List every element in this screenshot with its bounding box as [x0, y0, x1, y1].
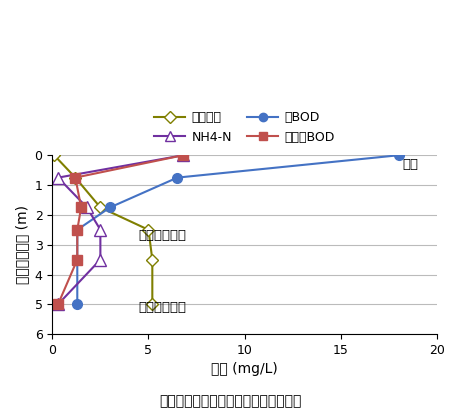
溶存酸素: [149, 257, 155, 262]
Text: 図２　装置流下方向における水質変化: 図２ 装置流下方向における水質変化: [158, 394, 301, 408]
NH4-N: [55, 302, 61, 307]
NH4-N: [55, 175, 61, 180]
全BOD: [174, 175, 180, 180]
溶存酸素: [149, 302, 155, 307]
Line: NH4-N: NH4-N: [52, 150, 188, 310]
全BOD: [74, 257, 80, 262]
Line: 溶解性BOD: 溶解性BOD: [53, 150, 188, 309]
Legend: 溶存酸素, NH4-N, 全BOD, 溶解性BOD: 溶存酸素, NH4-N, 全BOD, 溶解性BOD: [154, 111, 334, 144]
溶解性BOD: [73, 175, 78, 180]
Text: 一基目処理水: 一基目処理水: [139, 229, 186, 242]
NH4-N: [97, 257, 103, 262]
NH4-N: [97, 227, 103, 232]
溶解性BOD: [55, 302, 61, 307]
Y-axis label: 排水の流下長 (m): 排水の流下長 (m): [15, 205, 29, 284]
全BOD: [107, 205, 112, 210]
溶存酸素: [51, 153, 57, 158]
Text: 二基目処理水: 二基目処理水: [139, 301, 186, 314]
溶解性BOD: [78, 205, 84, 210]
溶存酸素: [97, 205, 103, 210]
NH4-N: [180, 153, 185, 158]
全BOD: [74, 227, 80, 232]
Line: 全BOD: 全BOD: [72, 150, 403, 309]
溶存酸素: [73, 175, 78, 180]
全BOD: [395, 153, 400, 158]
Line: 溶存酸素: 溶存酸素: [50, 151, 156, 309]
全BOD: [74, 302, 80, 307]
溶解性BOD: [180, 153, 185, 158]
NH4-N: [84, 205, 90, 210]
Text: 流入: 流入: [402, 158, 418, 171]
溶存酸素: [146, 227, 151, 232]
溶解性BOD: [74, 257, 80, 262]
溶解性BOD: [74, 227, 80, 232]
X-axis label: 濃度 (mg/L): 濃度 (mg/L): [211, 363, 277, 377]
